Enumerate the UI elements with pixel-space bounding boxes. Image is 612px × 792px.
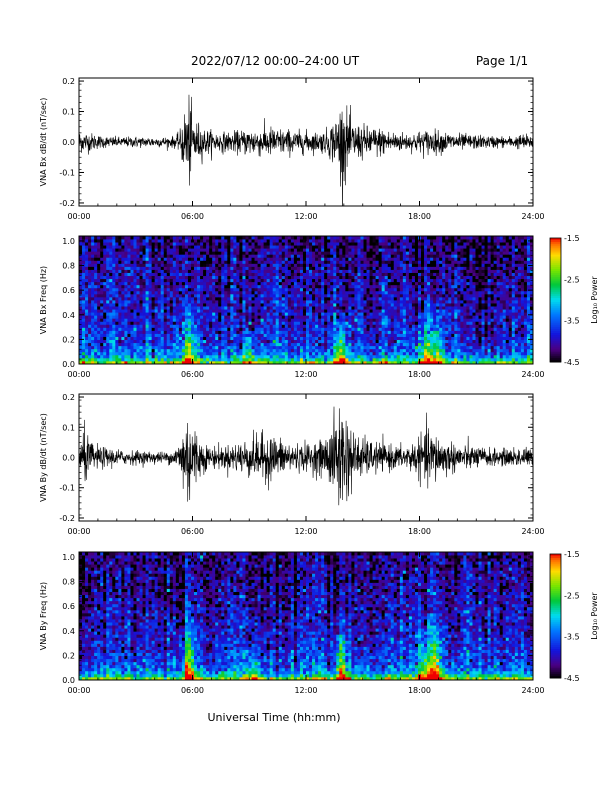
x-tick-label: 18:00 [408,527,431,536]
signal-trace [79,406,533,506]
page-indicator: Page 1/1 [476,54,528,68]
panels: -0.2 -0.1 0.0 0.1 0.2 00:00 06:00 12:00 18:00 24:… [39,77,599,695]
y-tick-label: 0.6 [62,602,75,611]
y-axis-label: VNA Bx dB/dt (nT/sec) [39,98,48,187]
y-tick-label: 0.6 [62,286,75,295]
y-axis-label: VNA By Freq (Hz) [39,582,48,650]
y-tick-label: 1.0 [62,237,75,246]
y-tick-label: 0.4 [62,311,75,320]
x-tick-label: 06:00 [181,370,204,379]
x-tick-label: 12:00 [294,527,317,536]
spectrogram [79,552,534,681]
plot-title: 2022/07/12 00:00–24:00 UT [191,54,360,68]
y-tick-label: 0.8 [62,262,75,271]
x-tick-label: 06:00 [181,686,204,695]
x-tick-label: 24:00 [521,686,544,695]
colorbar-tick-label: -1.5 [564,234,580,243]
y-tick-label: -0.2 [59,199,75,208]
colorbar-tick-label: -2.5 [564,591,580,600]
colorbar-tick-label: -1.5 [564,550,580,559]
x-tick-label: 00:00 [67,527,90,536]
x-tick-label: 18:00 [408,686,431,695]
y-tick-label: 0.0 [62,676,75,685]
y-tick-label: 0.0 [62,138,75,147]
colorbar-tick-label: -4.5 [564,358,580,367]
x-tick-label: 06:00 [181,527,204,536]
y-tick-label: 0.0 [62,454,75,463]
x-tick-label: 24:00 [521,527,544,536]
x-tick-label: 12:00 [294,212,317,221]
x-tick-label: 18:00 [408,370,431,379]
x-tick-label: 24:00 [521,370,544,379]
colorbar-tick-label: -2.5 [564,275,580,284]
x-tick-label: 18:00 [408,212,431,221]
x-tick-label: 00:00 [67,686,90,695]
y-tick-label: -0.1 [59,168,75,177]
y-tick-label: 0.8 [62,578,75,587]
y-axis-label: VNA Bx Freq (Hz) [39,266,48,334]
y-tick-label: 0.0 [62,360,75,369]
x-tick-label: 12:00 [294,370,317,379]
x-tick-label: 12:00 [294,686,317,695]
colorbar-label: Log₁₀ Power [590,276,599,324]
colorbar [549,553,562,679]
colorbar-tick-label: -3.5 [564,633,580,642]
signal-trace [79,94,533,206]
y-tick-label: -0.2 [59,514,75,523]
colorbar-tick-label: -3.5 [564,317,580,326]
x-tick-label: 06:00 [181,212,204,221]
y-tick-label: 0.1 [62,423,75,432]
colorbar-label: Log₁₀ Power [590,592,599,640]
colorbar-tick-label: -4.5 [564,674,580,683]
y-tick-label: 0.2 [62,77,75,86]
colorbar [549,237,562,363]
y-tick-label: 0.2 [62,335,75,344]
y-tick-label: 0.4 [62,627,75,636]
x-axis-label: Universal Time (hh:mm) [208,711,341,724]
x-tick-label: 00:00 [67,212,90,221]
y-axis-label: VNA By dB/dt (nT/sec) [39,413,48,502]
spectrogram [79,236,534,365]
y-tick-label: 0.1 [62,108,75,117]
x-tick-label: 00:00 [67,370,90,379]
y-tick-label: -0.1 [59,484,75,493]
y-tick-label: 1.0 [62,553,75,562]
y-tick-label: 0.2 [62,651,75,660]
y-tick-label: 0.2 [62,393,75,402]
x-tick-label: 24:00 [521,212,544,221]
